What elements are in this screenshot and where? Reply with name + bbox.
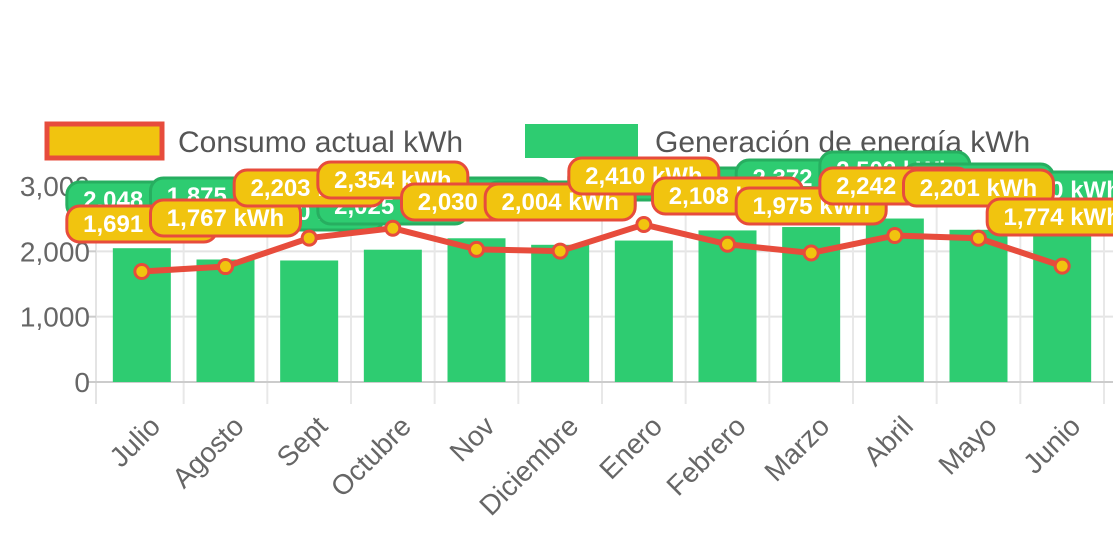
x-tick-label: Agosto: [166, 410, 250, 494]
legend-swatch-generacion: [525, 124, 638, 158]
bar-generacion: [865, 218, 924, 382]
line-data-label: 2,201 kWh: [902, 168, 1055, 208]
bar-generacion: [531, 244, 590, 382]
line-point-consumo: [468, 240, 485, 258]
bar-generacion: [698, 230, 757, 382]
line-data-label: 1,774 kWh: [985, 197, 1113, 237]
bar-series: [112, 218, 1092, 382]
line-point-consumo: [886, 227, 904, 245]
x-tick-label: Julio: [103, 410, 166, 473]
bar-generacion: [949, 229, 1008, 382]
bar-generacion: [196, 259, 255, 382]
bar-generacion: [1033, 227, 1092, 382]
line-consumo: [141, 221, 1064, 275]
line-point-consumo: [719, 235, 736, 253]
line-point-consumo: [970, 229, 987, 247]
line-data-label-box: [902, 168, 1055, 208]
x-tick-label: Febrero: [660, 410, 751, 501]
x-tick-label: Enero: [593, 410, 668, 485]
line-point-consumo: [217, 258, 234, 276]
y-tick-label: 0: [74, 367, 90, 398]
x-tick-label: Mayo: [932, 410, 1002, 480]
line-point-consumo: [802, 244, 820, 262]
legend: Consumo actual kWh Generación de energía …: [44, 121, 1030, 161]
legend-swatch-consumo: [44, 121, 165, 161]
x-tick-label: Junio: [1017, 410, 1086, 479]
line-point-consumo: [551, 242, 569, 260]
line-point-consumo: [635, 216, 653, 234]
bar-generacion: [280, 260, 339, 382]
line-point-consumo: [300, 229, 318, 247]
legend-label-consumo: Consumo actual kWh: [178, 126, 463, 159]
x-tick-label: Sept: [271, 410, 334, 473]
line-data-label-box: [985, 197, 1113, 237]
line-data-label-text: 1,774 kWh: [1003, 204, 1113, 231]
x-tick-label: Marzo: [758, 410, 835, 487]
line-point-consumo: [1053, 257, 1071, 275]
x-tick-label: Abril: [858, 410, 920, 472]
line-data-label-box: [149, 198, 302, 238]
line-point-consumo: [384, 219, 402, 237]
bar-generacion: [363, 249, 422, 382]
x-tick-label: Nov: [444, 410, 501, 467]
bar-generacion: [447, 238, 506, 382]
line-point-consumo: [133, 263, 151, 281]
y-tick-label: 1,000: [20, 302, 90, 333]
line-series: [133, 216, 1071, 281]
line-data-label-text: 1,767 kWh: [167, 205, 284, 232]
x-tick-label: Octubre: [325, 410, 417, 502]
bar-generacion: [614, 240, 673, 382]
line-data-label: 1,767 kWh: [149, 198, 302, 238]
